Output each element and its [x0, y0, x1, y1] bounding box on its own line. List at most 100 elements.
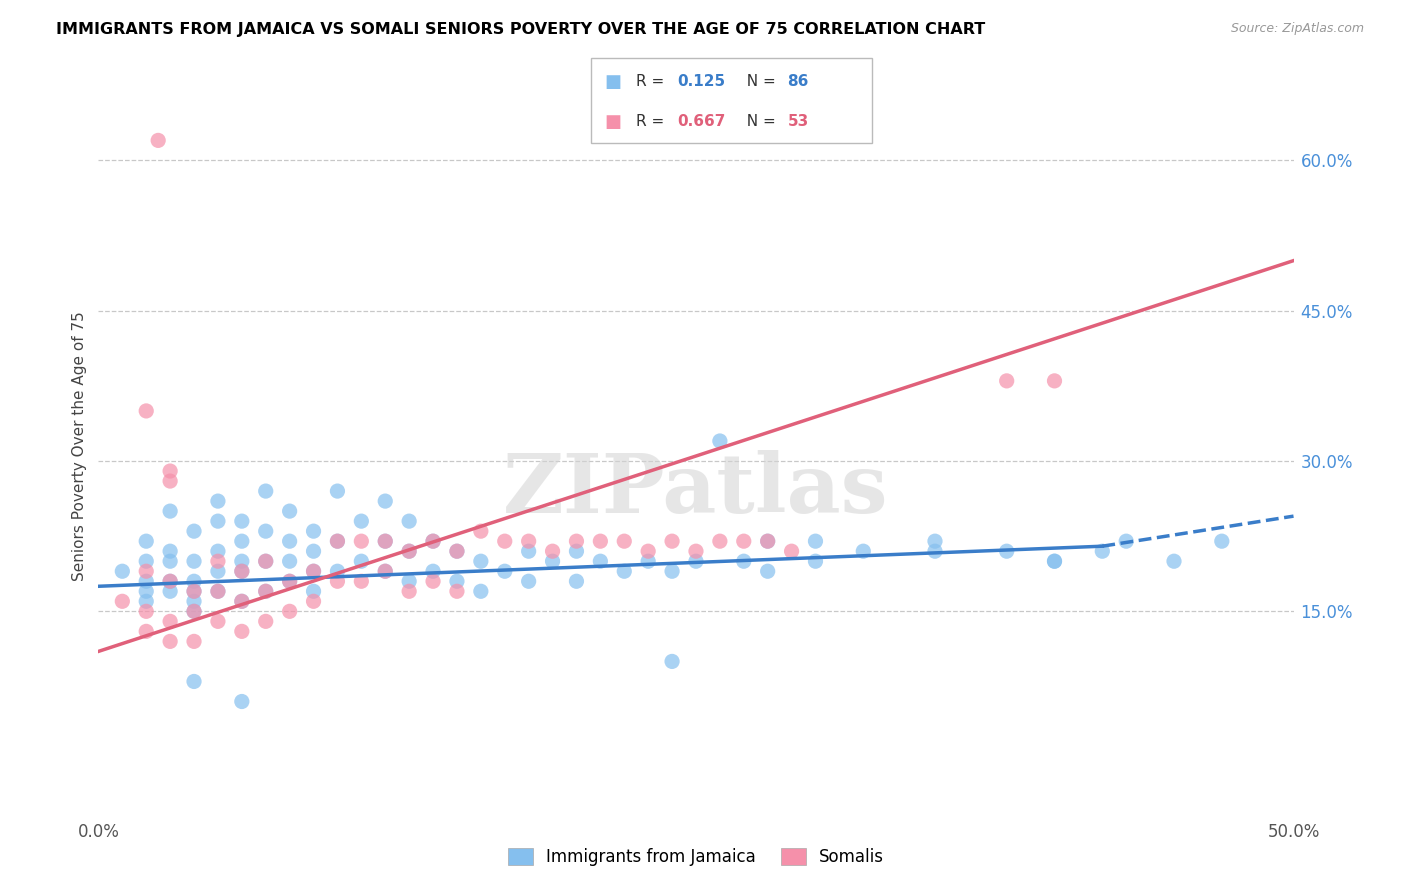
Point	[183, 574, 205, 589]
Point	[541, 554, 564, 568]
Point	[159, 584, 181, 599]
Point	[446, 544, 468, 558]
Text: N =: N =	[737, 114, 780, 129]
Point	[231, 624, 253, 639]
Y-axis label: Seniors Poverty Over the Age of 75: Seniors Poverty Over the Age of 75	[72, 311, 87, 581]
Point	[446, 544, 468, 558]
Text: 0.125: 0.125	[678, 74, 725, 89]
Point	[661, 564, 683, 578]
Point	[302, 544, 325, 558]
Point	[398, 514, 420, 528]
Point	[254, 615, 277, 629]
Point	[278, 504, 301, 518]
Text: Source: ZipAtlas.com: Source: ZipAtlas.com	[1230, 22, 1364, 36]
Point	[231, 594, 253, 608]
Point	[565, 534, 588, 549]
Point	[135, 554, 157, 568]
Point	[589, 554, 612, 568]
Point	[159, 474, 181, 488]
Point	[183, 634, 205, 648]
Point	[135, 594, 157, 608]
Point	[135, 534, 157, 549]
Point	[541, 544, 564, 558]
Text: 53: 53	[787, 114, 808, 129]
Point	[1091, 544, 1114, 558]
Point	[183, 584, 205, 599]
Point	[398, 544, 420, 558]
Point	[422, 534, 444, 549]
Point	[183, 594, 205, 608]
Point	[924, 544, 946, 558]
Point	[254, 524, 277, 538]
Point	[470, 554, 492, 568]
Text: ■: ■	[605, 112, 621, 130]
Point	[637, 544, 659, 558]
Point	[148, 133, 170, 147]
Point	[135, 564, 157, 578]
Point	[494, 564, 516, 578]
Point	[374, 564, 396, 578]
Point	[254, 554, 277, 568]
Point	[278, 604, 301, 618]
Point	[1043, 554, 1066, 568]
Point	[350, 554, 373, 568]
Text: 86: 86	[787, 74, 808, 89]
Point	[995, 374, 1018, 388]
Point	[350, 514, 373, 528]
Point	[231, 694, 253, 708]
Point	[374, 494, 396, 508]
Point	[804, 534, 827, 549]
Point	[398, 574, 420, 589]
Point	[780, 544, 803, 558]
Point	[135, 604, 157, 618]
Point	[661, 534, 683, 549]
Point	[756, 534, 779, 549]
Point	[254, 584, 277, 599]
Point	[517, 534, 540, 549]
Point	[733, 534, 755, 549]
Point	[207, 544, 229, 558]
Point	[374, 534, 396, 549]
Point	[207, 494, 229, 508]
Point	[709, 534, 731, 549]
Point	[159, 504, 181, 518]
Point	[1043, 554, 1066, 568]
Point	[494, 534, 516, 549]
Point	[111, 564, 134, 578]
Point	[183, 604, 205, 618]
Point	[159, 615, 181, 629]
Point	[613, 564, 636, 578]
Point	[135, 404, 157, 418]
Text: ZIPatlas: ZIPatlas	[503, 450, 889, 530]
Point	[231, 534, 253, 549]
Text: R =: R =	[636, 74, 669, 89]
Text: R =: R =	[636, 114, 669, 129]
Point	[326, 534, 349, 549]
Point	[183, 524, 205, 538]
Point	[613, 534, 636, 549]
Point	[207, 584, 229, 599]
Point	[709, 434, 731, 448]
Point	[207, 615, 229, 629]
Point	[565, 574, 588, 589]
Point	[183, 604, 205, 618]
Point	[565, 544, 588, 558]
Point	[159, 544, 181, 558]
Point	[470, 584, 492, 599]
Point	[589, 534, 612, 549]
Point	[231, 564, 253, 578]
Point	[278, 534, 301, 549]
Point	[995, 544, 1018, 558]
Point	[254, 584, 277, 599]
Point	[756, 564, 779, 578]
Point	[231, 564, 253, 578]
Point	[254, 484, 277, 499]
Point	[231, 554, 253, 568]
Point	[302, 564, 325, 578]
Point	[159, 464, 181, 478]
Point	[398, 544, 420, 558]
Point	[135, 584, 157, 599]
Text: IMMIGRANTS FROM JAMAICA VS SOMALI SENIORS POVERTY OVER THE AGE OF 75 CORRELATION: IMMIGRANTS FROM JAMAICA VS SOMALI SENIOR…	[56, 22, 986, 37]
Point	[1043, 374, 1066, 388]
Point	[159, 634, 181, 648]
